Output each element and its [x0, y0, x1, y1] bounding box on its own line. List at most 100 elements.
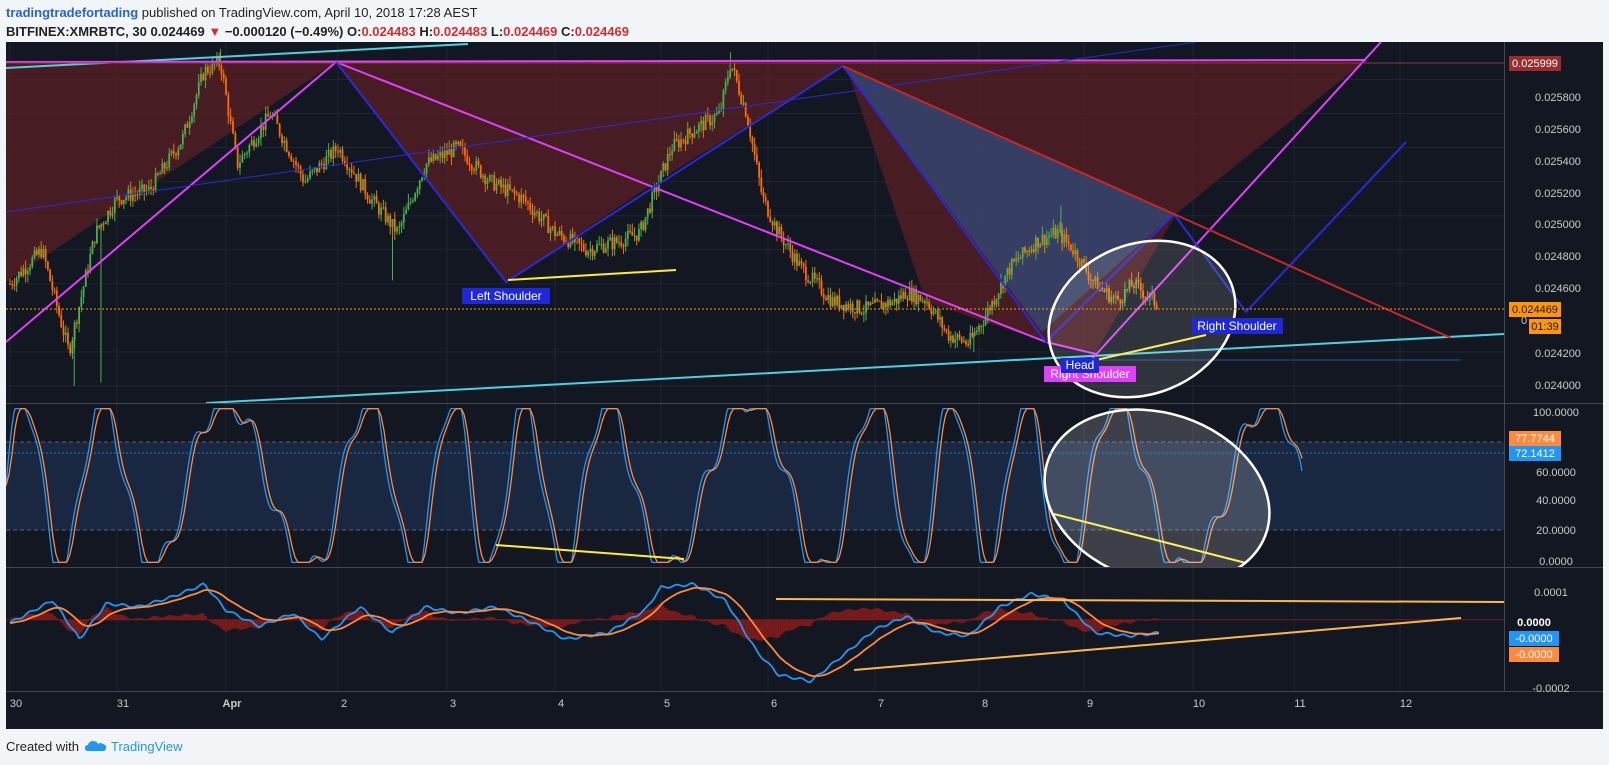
macd-hist-bar	[943, 619, 946, 625]
countdown-tag: 01:39	[1531, 321, 1559, 333]
macd-hist-bar	[999, 608, 1003, 620]
time-tick: 7	[878, 698, 884, 710]
macd-axis[interactable]: 0.0001 -0.0002 0.0000 -0.0000 -0.0000	[1509, 587, 1570, 695]
blue-triangle-fill	[843, 66, 1174, 332]
macd-hist-bar	[1123, 619, 1127, 623]
macd-hist-bar	[738, 619, 741, 635]
candle-body	[833, 296, 836, 306]
macd-hist-bar	[138, 617, 141, 620]
macd-hist-bar	[218, 619, 221, 627]
candle-body	[204, 66, 207, 81]
high-label: H:	[419, 24, 434, 39]
macd-hist-bar	[200, 613, 203, 620]
candle-body	[486, 180, 489, 185]
macd-hist-bar	[980, 613, 983, 620]
head-label-bg	[1061, 358, 1099, 373]
macd-hist-bar	[325, 619, 328, 625]
candle-body	[143, 184, 146, 193]
macd-hist-bar	[339, 616, 342, 620]
macd-yellow-top-line	[775, 598, 1504, 603]
right-shoulder-label: Right Shoulder	[1197, 319, 1276, 333]
candle-body	[225, 78, 227, 95]
candle-body	[585, 250, 587, 256]
candle-body	[283, 140, 286, 144]
candle-body	[895, 298, 898, 304]
candle-body	[798, 261, 801, 266]
macd-hist-bar	[822, 617, 825, 620]
macd-hist-bar	[838, 612, 841, 620]
macd-line-tag: -0.0000	[1515, 633, 1552, 645]
stoch-axis[interactable]: 100.0000 60.0000 40.0000 20.0000 0.0000 …	[1509, 407, 1579, 568]
candle-body	[562, 235, 565, 242]
open-value: 0.024483	[361, 24, 416, 39]
candle-body	[880, 301, 883, 309]
chart-svg[interactable]: Left Shoulder Right Shoulder Head Right …	[6, 42, 1603, 729]
candle-body	[887, 299, 889, 308]
candle-body	[152, 188, 155, 192]
macd-hist-bar	[562, 619, 566, 628]
candle-body	[684, 140, 687, 145]
candle-body	[377, 203, 380, 215]
magenta-top-line	[6, 59, 1367, 63]
candle-body	[1137, 279, 1140, 283]
price-axis[interactable]: 0.025800 0.025600 0.025400 0.025200 0.02…	[1509, 56, 1581, 392]
candle-body	[64, 332, 67, 336]
candle-body	[800, 261, 803, 264]
macd-hist-bar	[364, 614, 367, 620]
macd-histogram	[6, 603, 1504, 641]
macd-hist-bar	[842, 610, 845, 620]
macd-hist-bar	[824, 615, 828, 620]
macd-hist-bar	[923, 619, 927, 622]
candle-body	[1096, 277, 1099, 292]
candle-body	[211, 62, 214, 74]
candle-body	[278, 123, 281, 136]
tradingview-link[interactable]: TradingView	[110, 739, 183, 754]
candle-body	[134, 194, 137, 196]
candle-body	[527, 201, 529, 204]
candle-body	[466, 155, 469, 164]
candle-body	[733, 68, 736, 71]
candle-body	[159, 173, 162, 175]
chart-area[interactable]: Left Shoulder Right Shoulder Head Right …	[6, 42, 1603, 729]
candle-body	[26, 270, 29, 275]
macd-hist-bar	[134, 618, 137, 620]
time-axis[interactable]: 30 31 Apr 2 3 4 5 6 7 8 9 10 11 12	[10, 698, 1412, 710]
candle-body	[807, 280, 810, 283]
macd-hist-bar	[204, 615, 207, 620]
macd-hist-bar	[804, 619, 808, 627]
macd-hist-bar	[762, 619, 765, 640]
price-tick: 0.024200	[1535, 348, 1581, 360]
candle-body	[936, 310, 939, 320]
macd-hist-bar	[1013, 610, 1016, 620]
candle-body	[175, 153, 177, 156]
candle-body	[904, 291, 907, 299]
candle-body	[767, 201, 769, 217]
macd-hist-bar	[350, 611, 353, 620]
author-link[interactable]: tradingtradefortading	[6, 5, 139, 20]
left-shoulder-label: Left Shoulder	[470, 289, 541, 303]
price-tick: 0.025400	[1535, 156, 1581, 168]
macd-hist-bar	[711, 619, 714, 624]
candle-body	[455, 142, 457, 145]
candle-body	[695, 131, 698, 134]
candle-body	[416, 188, 419, 194]
macd-hist-bar	[434, 617, 437, 620]
candle-body	[493, 175, 496, 191]
cyan-support-line	[205, 333, 1504, 403]
macd-hist-bar	[1076, 619, 1079, 628]
candle-body	[742, 103, 745, 105]
candle-body	[910, 288, 913, 302]
candle-body	[222, 73, 225, 79]
candle-body	[915, 288, 918, 305]
candle-body	[250, 140, 253, 146]
macd-hist-bar	[620, 615, 623, 620]
macd-hist-bar	[1146, 619, 1149, 621]
macd-hist-bar	[1107, 619, 1111, 626]
candle-body	[1103, 289, 1106, 292]
candle-body	[1144, 297, 1147, 299]
macd-hist-bar	[389, 619, 392, 629]
candle-body	[622, 245, 625, 247]
macd-hist-bar	[477, 618, 480, 620]
candle-body	[769, 216, 772, 222]
macd-hist-bar	[965, 619, 968, 622]
